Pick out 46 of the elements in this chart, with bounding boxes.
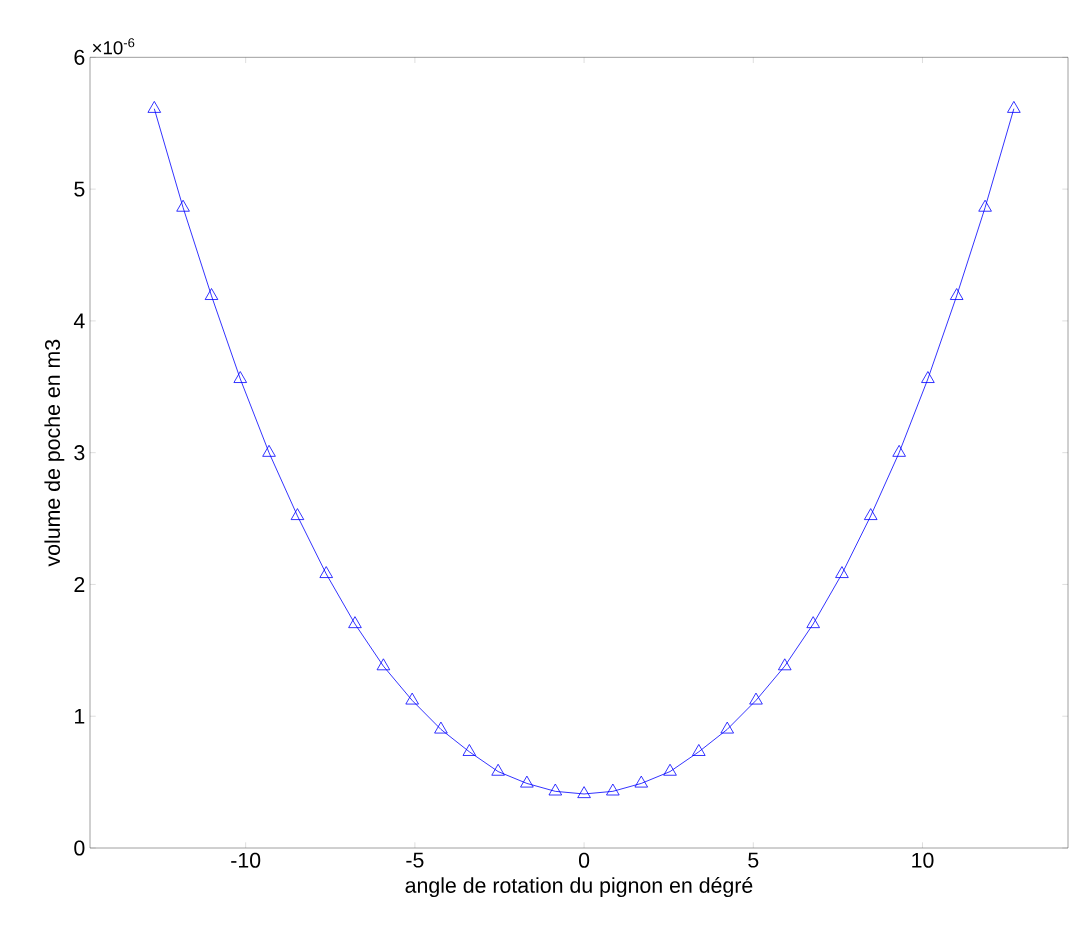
x-tick-label: 5 — [748, 852, 759, 868]
point — [405, 692, 419, 705]
x-tick-label: 0 — [578, 852, 590, 868]
y-tick-label: 3 — [74, 445, 85, 461]
x-tick-label: -5 — [406, 852, 424, 868]
point — [262, 444, 276, 457]
y-tick-label: 0 — [74, 840, 85, 856]
point — [290, 508, 305, 520]
x-tick-label: 10 — [912, 852, 934, 868]
point — [577, 786, 591, 799]
point — [720, 721, 734, 734]
point — [892, 444, 906, 457]
point — [233, 371, 248, 383]
y-tick-label: 6 — [74, 49, 85, 65]
point — [434, 721, 448, 734]
y-tick-label: 1 — [75, 708, 85, 724]
point — [921, 371, 935, 383]
point — [863, 508, 878, 520]
y-tick-label: 2 — [74, 577, 85, 592]
point — [348, 616, 362, 629]
y-tick-label: 5 — [74, 181, 85, 197]
point — [319, 566, 333, 578]
point — [491, 763, 505, 776]
point — [663, 763, 677, 776]
point — [749, 692, 763, 705]
point — [606, 783, 620, 796]
point — [692, 744, 706, 756]
point — [1007, 100, 1021, 113]
point — [204, 288, 219, 300]
x-axis-title: angle de rotation du pignon en dégré — [405, 876, 753, 898]
text: ×10$^{-6}$ — [92, 38, 135, 55]
point — [462, 744, 477, 756]
x-tick-label: -10 — [231, 852, 261, 868]
y-axis-title: volume de poche en m3 — [44, 339, 65, 567]
point — [176, 199, 190, 212]
point — [520, 775, 534, 788]
point — [147, 100, 162, 113]
point — [376, 658, 391, 671]
y-tick-label: 4 — [73, 313, 85, 329]
point — [949, 288, 964, 300]
point — [634, 775, 649, 788]
point — [548, 783, 563, 796]
point — [806, 616, 820, 629]
point — [835, 566, 849, 578]
point — [978, 199, 992, 212]
point — [778, 658, 792, 671]
